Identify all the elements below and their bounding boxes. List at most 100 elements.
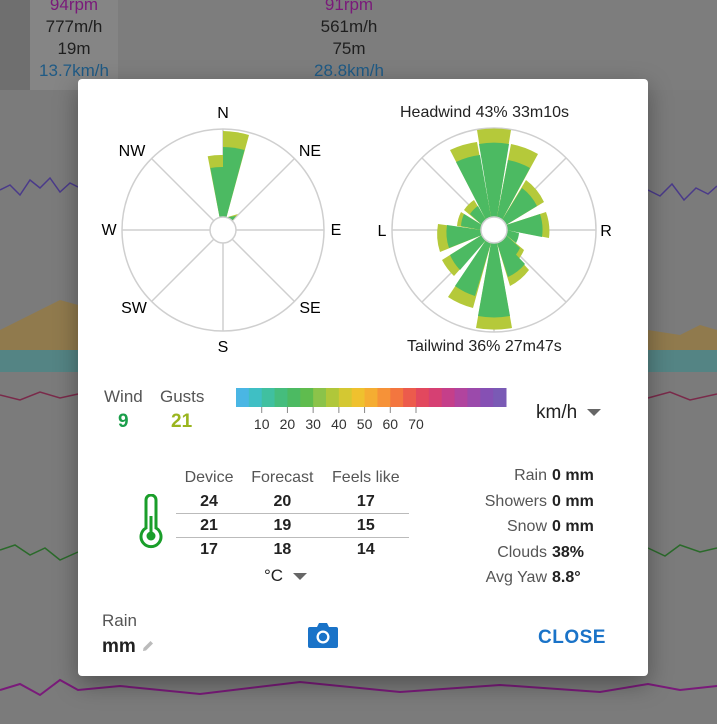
rose-wedge-inner — [226, 216, 236, 221]
relative-wind-rose: L R — [378, 127, 612, 333]
scale-tick-label: 20 — [280, 416, 296, 432]
compass-label-ne: NE — [299, 143, 321, 160]
weather-value: 38% — [552, 544, 585, 561]
temperature-table: Device Forecast Feels like 24 20 17 21 1… — [176, 466, 409, 561]
scale-tick-label: 30 — [305, 416, 321, 432]
temp-feels-like: 14 — [356, 540, 375, 558]
scale-swatch — [287, 388, 301, 407]
relative-label-left: L — [378, 223, 387, 240]
gusts-value: 21 — [171, 411, 193, 432]
relative-label-right: R — [600, 223, 612, 240]
close-button[interactable]: CLOSE — [538, 627, 606, 648]
bg-speed: 777m/h — [45, 17, 103, 36]
rose-wedge-inner — [223, 147, 245, 218]
scale-swatch — [274, 388, 288, 407]
edit-pencil-icon — [143, 641, 154, 651]
temp-device: 21 — [176, 513, 243, 538]
scale-swatch — [441, 388, 456, 407]
temp-feels-like: 15 — [322, 513, 409, 538]
scale-swatch — [467, 388, 481, 407]
scale-swatch — [493, 388, 507, 407]
headwind-label: Headwind 43% 33m10s — [400, 104, 569, 121]
scale-tick-label: 50 — [357, 416, 373, 432]
rain-input-unit: mm — [102, 636, 136, 657]
header-forecast: Forecast — [251, 469, 314, 486]
scale-swatch — [390, 388, 404, 407]
compass-label-nw: NW — [119, 143, 147, 160]
weather-value: 0 mm — [552, 467, 594, 484]
scale-swatch — [377, 388, 391, 407]
wind-value: 9 — [118, 411, 129, 432]
temperature-header-row: Device Forecast Feels like — [176, 466, 409, 490]
weather-avg-yaw: Avg Yaw 8.8° — [378, 565, 598, 590]
compass-label-e: E — [331, 222, 342, 239]
wind-label: Wind — [104, 387, 143, 406]
scale-swatch — [351, 388, 366, 407]
weather-clouds: Clouds 38% — [378, 540, 598, 565]
weather-label: Rain — [514, 467, 547, 484]
scale-swatch — [428, 388, 443, 407]
weather-label: Clouds — [497, 544, 547, 561]
bg-wind: 13.7km/h — [39, 61, 109, 80]
temp-device: 24 — [176, 490, 243, 514]
table-row: 24 20 17 — [176, 490, 409, 514]
temperature-unit-select[interactable]: °C — [264, 566, 308, 586]
bg-speed: 561m/h — [320, 17, 378, 36]
temp-feels-like: 17 — [322, 490, 409, 514]
scale-swatch — [454, 388, 468, 407]
scale-tick-label: 70 — [408, 416, 424, 432]
temp-forecast: 19 — [242, 513, 323, 538]
bg-distance: 19m — [57, 39, 91, 58]
bg-rpm: 91rpm — [324, 0, 374, 14]
scale-tick-label: 10 — [254, 416, 270, 432]
bg-rpm: 94rpm — [49, 0, 99, 14]
scale-swatch — [313, 388, 327, 407]
scale-swatch — [300, 388, 314, 407]
chevron-down-icon — [587, 409, 602, 417]
compass-wind-rose: N NE E SE S SW W NW — [101, 105, 342, 356]
temp-forecast: 18 — [273, 540, 292, 558]
wind-unit-select[interactable]: km/h — [536, 402, 602, 424]
weather-label: Snow — [506, 518, 547, 535]
header-feels-like: Feels like — [332, 469, 400, 486]
background-stats-col1: 94rpm 777m/h 19m 13.7km/h — [20, 0, 128, 82]
weather-value: 0 mm — [552, 493, 594, 510]
compass-label-w: W — [101, 222, 117, 239]
bg-distance: 75m — [332, 39, 366, 58]
header-device: Device — [184, 469, 234, 486]
weather-showers: Showers 0 mm — [378, 489, 598, 514]
table-row: 17 18 14 — [176, 538, 409, 562]
scale-swatch — [364, 388, 378, 407]
chevron-down-icon — [293, 573, 308, 581]
background-stats-col2: 91rpm 561m/h 75m 28.8km/h — [290, 0, 408, 82]
table-row: 21 19 15 — [176, 513, 409, 538]
weather-label: Showers — [484, 493, 547, 510]
weather-value: 0 mm — [552, 518, 594, 535]
scale-tick-label: 60 — [382, 416, 398, 432]
bg-wind: 28.8km/h — [314, 61, 384, 80]
camera-icon[interactable] — [307, 621, 339, 649]
scale-swatch — [326, 388, 340, 407]
compass-label-sw: SW — [121, 300, 148, 317]
rain-input-field[interactable]: mm — [102, 636, 155, 658]
tailwind-label: Tailwind 36% 27m47s — [407, 338, 562, 355]
scale-swatch — [338, 388, 353, 407]
wind-speed-color-scale: 10 20 30 40 50 60 70 — [236, 388, 507, 432]
gusts-label: Gusts — [160, 387, 205, 406]
rose-wedge-inner — [210, 166, 223, 218]
scale-tick-label: 40 — [331, 416, 347, 432]
weather-snow: Snow 0 mm — [378, 514, 598, 539]
compass-label-se: SE — [299, 300, 320, 317]
rain-input-label: Rain — [102, 611, 137, 630]
compass-label-n: N — [217, 105, 229, 122]
scale-swatch — [248, 388, 263, 407]
weather-label: Avg Yaw — [485, 569, 547, 586]
temp-device: 17 — [200, 540, 218, 558]
compass-label-s: S — [218, 339, 229, 356]
scale-swatch — [480, 388, 494, 407]
temp-forecast: 20 — [242, 490, 323, 514]
scale-swatch — [236, 388, 250, 407]
weather-value: 8.8° — [552, 569, 581, 586]
wind-unit-value: km/h — [536, 402, 578, 423]
scale-swatch — [261, 388, 276, 407]
